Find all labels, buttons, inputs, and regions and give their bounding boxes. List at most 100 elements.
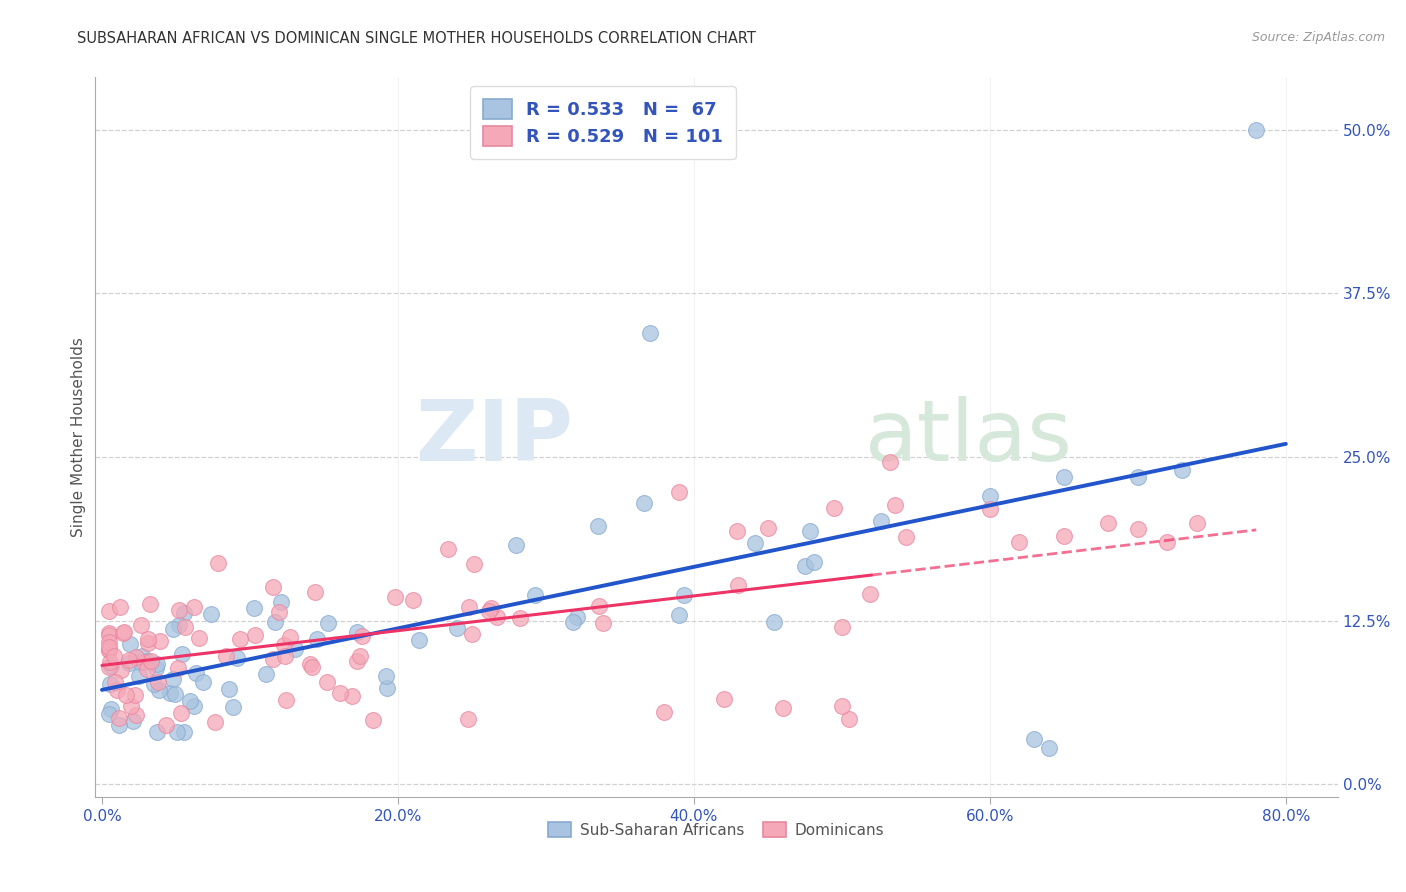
Point <box>894 530 917 544</box>
Point <box>727 578 749 592</box>
Point <box>149 634 172 648</box>
Text: ZIP: ZIP <box>415 396 574 479</box>
Point <box>756 521 779 535</box>
Point <box>104 674 127 689</box>
Point <box>179 694 201 708</box>
Point <box>222 700 245 714</box>
Point <box>457 712 479 726</box>
Point <box>243 601 266 615</box>
Point <box>446 621 468 635</box>
Point <box>823 501 845 516</box>
Point <box>98 626 121 640</box>
Point <box>1038 740 1060 755</box>
Point <box>98 640 121 654</box>
Point <box>316 615 339 630</box>
Point <box>118 653 141 667</box>
Point <box>120 698 142 713</box>
Point <box>638 326 661 340</box>
Point <box>145 661 167 675</box>
Point <box>163 687 186 701</box>
Point <box>668 484 690 499</box>
Point <box>136 663 159 677</box>
Point <box>135 654 157 668</box>
Point <box>139 597 162 611</box>
Point <box>301 660 323 674</box>
Point <box>267 605 290 619</box>
Point <box>170 706 193 720</box>
Point <box>524 588 547 602</box>
Point <box>214 648 236 663</box>
Point <box>794 558 817 573</box>
Text: SUBSAHARAN AFRICAN VS DOMINICAN SINGLE MOTHER HOUSEHOLDS CORRELATION CHART: SUBSAHARAN AFRICAN VS DOMINICAN SINGLE M… <box>77 31 756 46</box>
Point <box>145 657 167 672</box>
Point <box>799 524 821 539</box>
Point <box>1097 516 1119 530</box>
Point <box>672 588 695 602</box>
Point <box>166 725 188 739</box>
Point <box>838 712 860 726</box>
Point <box>304 585 326 599</box>
Point <box>1244 123 1267 137</box>
Point <box>243 628 266 642</box>
Point <box>124 688 146 702</box>
Point <box>98 677 121 691</box>
Point <box>375 681 398 695</box>
Point <box>744 536 766 550</box>
Point <box>316 675 339 690</box>
Point <box>229 632 252 647</box>
Point <box>131 618 153 632</box>
Point <box>115 688 138 702</box>
Point <box>112 624 135 639</box>
Point <box>1126 469 1149 483</box>
Point <box>633 496 655 510</box>
Point <box>505 538 527 552</box>
Point <box>131 648 153 663</box>
Point <box>652 706 675 720</box>
Point <box>262 580 284 594</box>
Point <box>299 657 322 672</box>
Point <box>132 655 155 669</box>
Point <box>110 663 132 677</box>
Point <box>141 654 163 668</box>
Point <box>167 602 190 616</box>
Point <box>274 649 297 664</box>
Point <box>254 667 277 681</box>
Point <box>870 514 893 528</box>
Point <box>1024 731 1046 746</box>
Point <box>120 637 142 651</box>
Point <box>350 629 373 643</box>
Text: atlas: atlas <box>865 396 1073 479</box>
Point <box>979 489 1001 503</box>
Point <box>1171 463 1194 477</box>
Point <box>772 701 794 715</box>
Point <box>100 702 122 716</box>
Point <box>173 607 195 621</box>
Point <box>103 649 125 664</box>
Point <box>146 675 169 690</box>
Point <box>125 707 148 722</box>
Point <box>184 665 207 680</box>
Point <box>105 682 128 697</box>
Point <box>284 642 307 657</box>
Point <box>170 647 193 661</box>
Point <box>270 595 292 609</box>
Point <box>129 655 152 669</box>
Point <box>162 672 184 686</box>
Point <box>191 675 214 690</box>
Point <box>713 692 735 706</box>
Point <box>588 599 610 614</box>
Point <box>225 651 247 665</box>
Point <box>108 717 131 731</box>
Point <box>124 650 146 665</box>
Point <box>264 615 287 629</box>
Point <box>155 718 177 732</box>
Point <box>183 599 205 614</box>
Point <box>402 593 425 607</box>
Y-axis label: Single Mother Households: Single Mother Households <box>72 337 86 537</box>
Point <box>98 656 121 670</box>
Point <box>138 635 160 649</box>
Point <box>461 627 484 641</box>
Point <box>1126 522 1149 536</box>
Point <box>346 654 368 668</box>
Point <box>979 502 1001 516</box>
